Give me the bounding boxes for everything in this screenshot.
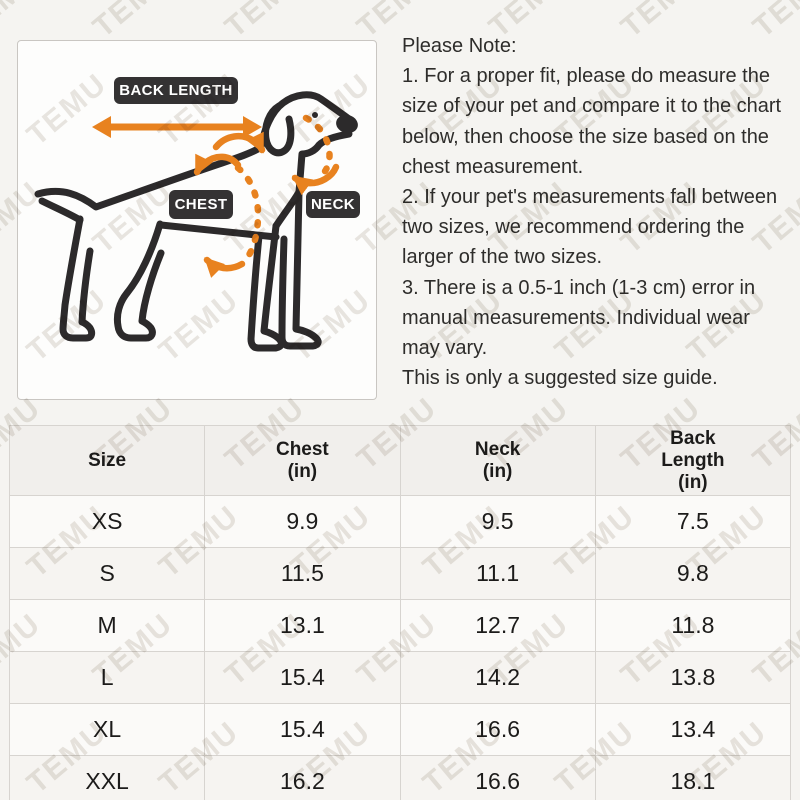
measurement-arrows <box>104 114 340 278</box>
dog-outline <box>34 91 353 352</box>
back-length-cell: 13.4 <box>594 703 792 756</box>
back-length-label: BACK LENGTH <box>114 77 238 104</box>
chest-cell: 15.4 <box>204 703 401 756</box>
chest-girth-top-arrow <box>193 153 242 176</box>
note-body: 1. For a proper fit, please do measure t… <box>402 65 782 390</box>
note-title: Please Note: <box>402 35 517 57</box>
chest-girth-dashed <box>234 164 262 267</box>
size-cell: L <box>8 651 206 704</box>
size-cell: S <box>8 547 206 600</box>
withers-arrow <box>212 131 266 154</box>
size-cell: XL <box>8 703 206 756</box>
dog-nose-icon <box>312 112 358 134</box>
neck-cell: 16.6 <box>399 755 596 800</box>
watermark-text: TEMU <box>86 0 180 45</box>
header-row: Size Chest (in) Neck (in) Back Length (in) <box>8 425 792 496</box>
neck-cell: 14.2 <box>399 651 596 704</box>
back-length-cell: 9.8 <box>594 547 792 600</box>
note-section: Please Note: 1. For a proper fit, please… <box>402 31 798 393</box>
column-header: Chest (in) <box>204 425 401 496</box>
back-length-cell: 18.1 <box>594 755 792 800</box>
size-chart-body: XS 9.9 9.5 7.5 S 11.5 11.1 9.8 M 13.1 12.7 11.8 L 15.… <box>8 495 792 800</box>
table-row: XS 9.9 9.5 7.5 <box>8 495 792 548</box>
chest-cell: 9.9 <box>204 495 401 548</box>
table-row: XL 15.4 16.6 13.4 <box>8 703 792 756</box>
neck-label: NECK <box>306 191 360 218</box>
neck-cell: 9.5 <box>399 495 596 548</box>
watermark-text: TEMU <box>218 0 312 45</box>
neck-cell: 16.6 <box>399 703 596 756</box>
column-header: Size <box>8 425 206 496</box>
dog-outline-illustration <box>34 91 358 352</box>
size-cell: XXL <box>8 755 206 800</box>
back-length-cell: 11.8 <box>594 599 792 652</box>
size-cell: XS <box>8 495 206 548</box>
size-chart-header: Size Chest (in) Neck (in) Back Length (in) <box>8 425 792 496</box>
chest-label: CHEST <box>169 190 233 219</box>
chest-girth-bottom-arrow <box>203 256 246 278</box>
chest-cell: 11.5 <box>204 547 401 600</box>
size-cell: M <box>8 599 206 652</box>
table-row: M 13.1 12.7 11.8 <box>8 599 792 652</box>
neck-cell: 11.1 <box>399 547 596 600</box>
measurement-diagram: BACK LENGTH CHEST NECK <box>17 40 377 400</box>
neck-cell: 12.7 <box>399 599 596 652</box>
chest-cell: 15.4 <box>204 651 401 704</box>
watermark-text: TEMU <box>0 0 48 45</box>
size-chart-table: Size Chest (in) Neck (in) Back Length (in) … <box>8 425 792 800</box>
chest-cell: 16.2 <box>204 755 401 800</box>
chest-cell: 13.1 <box>204 599 401 652</box>
column-header: Neck (in) <box>399 425 596 496</box>
table-row: S 11.5 11.1 9.8 <box>8 547 792 600</box>
neck-girth-dashed <box>302 114 333 181</box>
back-length-arrowheads <box>92 116 262 138</box>
column-header: Back Length (in) <box>594 425 792 496</box>
back-length-cell: 13.8 <box>594 651 792 704</box>
table-row: L 15.4 14.2 13.8 <box>8 651 792 704</box>
table-row: XXL 16.2 16.6 18.1 <box>8 755 792 800</box>
back-length-cell: 7.5 <box>594 495 792 548</box>
neck-girth-arrow <box>291 163 340 196</box>
